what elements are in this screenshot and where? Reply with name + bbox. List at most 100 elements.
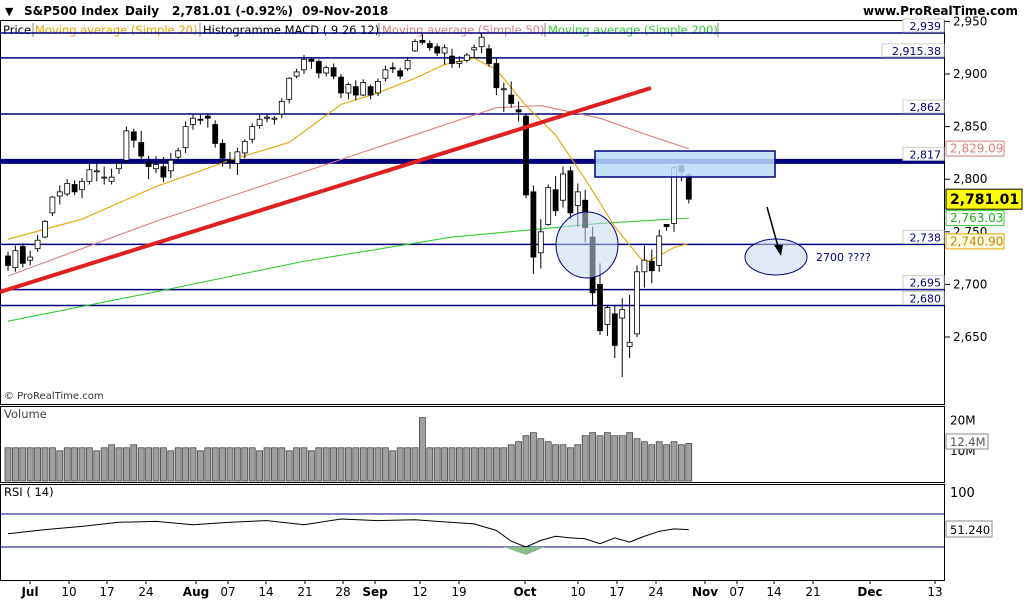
- volume-bar: [241, 447, 249, 482]
- candle-body: [515, 109, 522, 113]
- candle-body: [626, 341, 633, 347]
- volume-bar: [182, 447, 189, 482]
- level-label-box: [902, 290, 945, 305]
- candle: [293, 68, 300, 79]
- volume-bar: [537, 438, 545, 482]
- candle-body: [323, 67, 330, 74]
- candle-body: [12, 250, 19, 268]
- candle-body: [463, 54, 470, 61]
- candle: [508, 81, 515, 108]
- candle-body: [79, 180, 85, 191]
- trend-line[interactable]: [0, 86, 652, 294]
- candle: [352, 80, 359, 101]
- volume-bar: [485, 447, 493, 482]
- x-tick-label: 19: [451, 585, 466, 599]
- volume-bar: [26, 447, 34, 482]
- volume-bar: [337, 447, 345, 482]
- candle: [449, 48, 455, 68]
- candle-body: [241, 140, 248, 154]
- volume-bar: [507, 444, 515, 482]
- legend-ma20[interactable]: Moving average (Simple 20): [35, 23, 197, 37]
- candle: [375, 78, 381, 97]
- resistance-box[interactable]: [594, 150, 776, 178]
- highlight-circle[interactable]: [555, 211, 619, 279]
- candle: [663, 224, 670, 231]
- candle: [493, 58, 500, 96]
- candle: [197, 113, 204, 125]
- candle: [182, 121, 189, 153]
- volume-bar: [500, 447, 508, 482]
- candle-body: [190, 117, 196, 125]
- time-axis: Jul 10 17 24 Aug 07 14 21 28 Sep 12 19 Oct 10 17 24 Nov 0…: [20, 580, 943, 599]
- volume-bar: [278, 447, 286, 482]
- candle: [160, 157, 167, 183]
- x-tick-label: 28: [335, 585, 350, 599]
- volume-bar: [655, 441, 663, 482]
- candle: [397, 67, 404, 80]
- candle: [190, 113, 196, 130]
- candle-body: [478, 36, 485, 48]
- candle: [34, 234, 41, 252]
- x-tick-label: Aug: [183, 585, 209, 599]
- candle-body: [419, 39, 426, 43]
- candle-body: [552, 189, 559, 212]
- candle-body: [634, 271, 640, 335]
- volume-bar: [315, 447, 323, 482]
- volume-bar: [12, 447, 19, 482]
- legend-ma50[interactable]: Moving average (Simple 50): [382, 23, 544, 37]
- candle-body: [352, 86, 359, 96]
- candle: [515, 101, 522, 122]
- rsi-series: [7, 518, 689, 548]
- x-tick-label: Dec: [857, 585, 882, 599]
- price-badges: 2,829.09 2,781.01 2,763.03 2,740.90: [945, 140, 1023, 250]
- legend-price[interactable]: Price: [3, 23, 31, 37]
- target-ellipse[interactable]: [744, 238, 808, 276]
- volume-bar: [300, 447, 308, 482]
- candle-body: [42, 220, 48, 238]
- candle-body: [330, 67, 337, 77]
- candle: [412, 39, 418, 52]
- legend-ma200[interactable]: Moving average (Simple 200): [548, 23, 718, 37]
- badge-last-box: [945, 188, 1023, 210]
- x-tick-label: 07: [729, 585, 744, 599]
- badge-ma20: 2,740.90: [950, 234, 1003, 248]
- volume-bar: [211, 447, 219, 482]
- candle-body: [545, 187, 552, 225]
- candle: [123, 126, 130, 164]
- volume-bar: [604, 432, 611, 482]
- x-tick-label: 14: [766, 585, 781, 599]
- volume-bar: [567, 447, 574, 482]
- candle: [116, 161, 122, 174]
- candle-body: [441, 47, 448, 54]
- candle: [626, 294, 633, 359]
- volume-bar: [130, 444, 138, 482]
- candle-body: [471, 47, 478, 51]
- candles: [5, 33, 692, 377]
- level-label-box: [902, 229, 945, 244]
- volume-bar: [359, 447, 367, 482]
- x-tick-label: 21: [805, 585, 820, 599]
- candle: [537, 219, 544, 269]
- candle: [367, 84, 374, 100]
- candle: [86, 163, 93, 185]
- candle-body: [153, 164, 159, 170]
- price-tick-label: 2,650: [953, 330, 987, 344]
- volume-bar: [470, 447, 478, 482]
- volume-bar: [115, 447, 123, 482]
- candle-body: [537, 231, 544, 254]
- volume-bar: [678, 444, 685, 482]
- candle: [101, 166, 108, 185]
- candle: [249, 123, 256, 144]
- volume-bar: [396, 447, 404, 482]
- price-tick-label: 2,900: [953, 67, 987, 81]
- candle-body: [597, 284, 603, 332]
- legend-macd[interactable]: Histogramme MACD ( 9 26 12): [203, 23, 379, 37]
- volume-badge: 12.4M: [950, 435, 986, 449]
- candle-body: [249, 126, 256, 140]
- header-symbol: S&P500 Index: [24, 4, 119, 18]
- candle-body: [182, 126, 189, 149]
- level-label-box: [902, 18, 945, 33]
- volume-bar: [167, 450, 175, 482]
- candle-body: [375, 80, 381, 94]
- price-tick-label: 2,950: [953, 14, 987, 28]
